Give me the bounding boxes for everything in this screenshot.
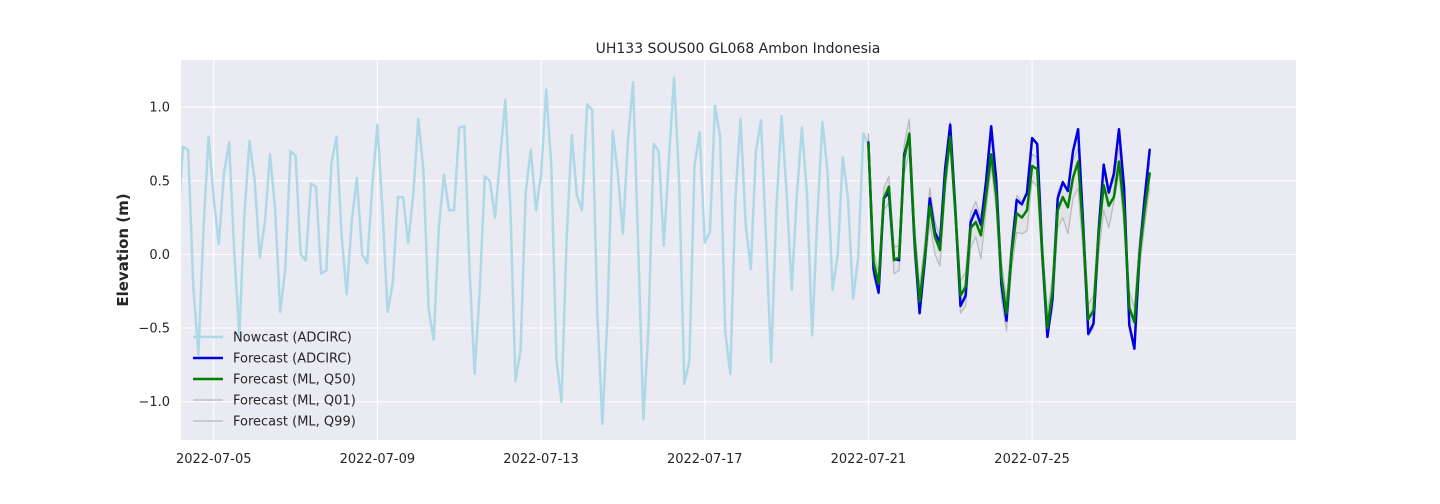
legend-label: Forecast (ADCIRC) <box>233 352 352 367</box>
x-tick-label: 2022-07-13 <box>503 452 579 467</box>
x-axis: 2022-07-05 2022-07-09 2022-07-13 2022-07-17… <box>176 452 1070 467</box>
y-tick-label: 0.5 <box>149 174 170 189</box>
grid <box>181 60 1296 440</box>
chart-title: UH133 SOUS00 GL068 Ambon Indonesia <box>596 41 881 57</box>
legend-label: Forecast (ML, Q50) <box>233 373 356 388</box>
y-tick-label: 0.0 <box>149 248 170 263</box>
x-tick-label: 2022-07-09 <box>340 452 416 467</box>
x-tick-label: 2022-07-05 <box>176 452 252 467</box>
y-tick-label: −1.0 <box>138 395 170 410</box>
y-axis-label: Elevation (m) <box>114 193 132 306</box>
y-tick-label: −0.5 <box>138 322 170 337</box>
y-axis: −1.0 −0.5 0.0 0.5 1.0 <box>138 101 170 411</box>
y-tick-label: 1.0 <box>149 101 170 116</box>
x-tick-label: 2022-07-25 <box>994 452 1070 467</box>
legend-label: Forecast (ML, Q99) <box>233 415 356 430</box>
series-group <box>181 76 1151 426</box>
legend: Nowcast (ADCIRC) Forecast (ADCIRC) Forecas… <box>193 331 356 430</box>
forecast-ml-q50-line <box>867 132 1151 330</box>
legend-label: Forecast (ML, Q01) <box>233 394 356 409</box>
x-tick-label: 2022-07-21 <box>831 452 907 467</box>
nowcast-adcirc-line <box>181 76 870 426</box>
x-tick-label: 2022-07-17 <box>667 452 743 467</box>
legend-label: Nowcast (ADCIRC) <box>233 331 352 346</box>
